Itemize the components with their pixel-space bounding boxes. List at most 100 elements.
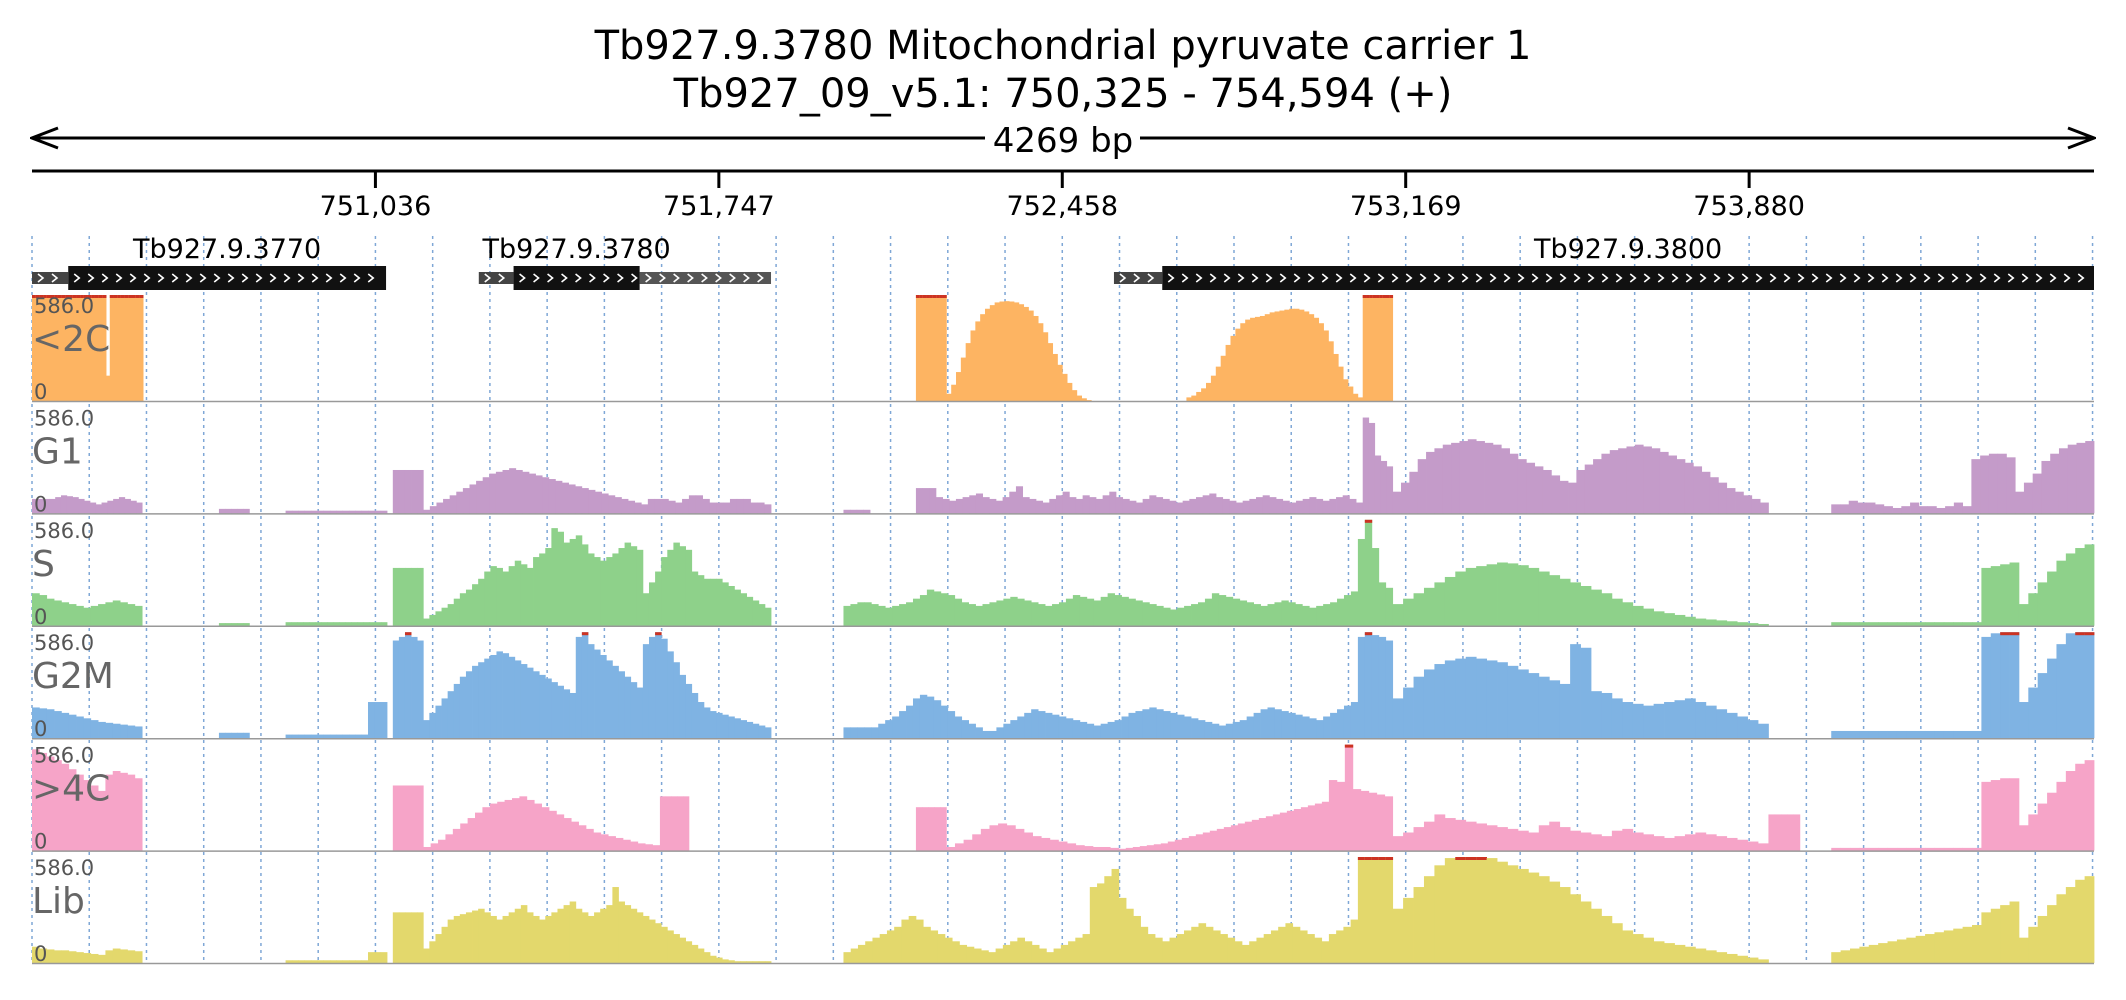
track-ymin-label: 0 (34, 605, 47, 629)
overflow-marker (54, 295, 59, 298)
coverage-bar (46, 598, 55, 626)
coverage-bar (1981, 912, 1992, 963)
coverage-bar (1049, 498, 1057, 514)
coverage-bar (1455, 658, 1467, 739)
coverage-bar (975, 605, 983, 626)
coverage-bar (2028, 687, 2039, 739)
coverage-bar (2047, 905, 2057, 963)
coverage-bar (764, 504, 772, 514)
coverage-bar (46, 295, 51, 401)
coverage-bar (1216, 828, 1225, 851)
coverage-bar (587, 644, 595, 739)
coverage-bar (1163, 607, 1171, 626)
coverage-bar (1962, 847, 1973, 851)
coverage-bar (615, 837, 624, 851)
coverage-bar (734, 961, 741, 963)
coverage-bar (1274, 311, 1280, 401)
gene-label: Tb927.9.3800 (1533, 234, 1722, 265)
coverage-bar (520, 564, 528, 626)
coverage-bar (1915, 730, 1926, 739)
coverage-bar (303, 622, 310, 626)
coverage-bar (1062, 373, 1068, 401)
coverage-bar (1170, 712, 1178, 739)
coverage-bar (1385, 587, 1394, 626)
coverage-bar (1024, 941, 1033, 963)
coverage-bar (1212, 930, 1221, 963)
coverage-bar (548, 479, 556, 514)
coverage-bar (966, 946, 975, 963)
coverage-bar (1003, 598, 1011, 626)
coverage-bar (2067, 444, 2077, 514)
coverage-bar (661, 557, 668, 626)
coverage-bar (940, 705, 949, 739)
coverage-bar (39, 595, 48, 626)
coverage-bar (1336, 497, 1344, 514)
coverage-bar (758, 961, 766, 963)
coverage-bar (1653, 941, 1665, 963)
coverage-bar (926, 589, 935, 626)
coverage-bar (1204, 721, 1213, 739)
coverage-bar (1735, 491, 1744, 514)
coverage-bar (398, 567, 406, 626)
coverage-bar (1709, 477, 1719, 514)
coverage-bar (2028, 814, 2039, 851)
coverage-bar (1451, 442, 1460, 514)
coverage-bar (508, 656, 516, 739)
coverage-bar (679, 937, 686, 963)
coverage-bar (1497, 662, 1508, 739)
coverage-bar (1109, 491, 1117, 514)
track-6: 586.0 0 Lib (32, 856, 2095, 966)
coverage-bar (622, 839, 631, 851)
coverage-bar (906, 602, 914, 626)
strand-arrow (1811, 273, 1819, 283)
coverage-bar (981, 950, 989, 963)
coverage-bar (475, 812, 483, 851)
strand-arrow (757, 273, 764, 283)
coverage-bar (857, 602, 865, 626)
coverage-bar (2065, 771, 2076, 851)
coverage-bar (1052, 353, 1058, 401)
coverage-bar (1089, 887, 1098, 963)
strand-arrow (1839, 273, 1847, 283)
overflow-marker (929, 295, 934, 298)
coverage-bar (237, 508, 244, 514)
coverage-bar (716, 712, 723, 739)
coverage-bar (1392, 698, 1404, 739)
track-ymin-label: 0 (34, 717, 47, 741)
coverage-bar (1323, 604, 1331, 626)
coverage-bar (32, 707, 40, 739)
coverage-bar (1526, 462, 1536, 514)
coverage-bar (90, 785, 99, 851)
coverage-bar (746, 721, 754, 739)
overflow-marker (87, 295, 92, 298)
strand-arrow (2049, 273, 2057, 283)
coverage-bar (923, 926, 931, 963)
coverage-bar (1990, 566, 2001, 626)
coverage-bar (1507, 563, 1519, 626)
coverage-bar (642, 593, 650, 626)
coverage-bar (1169, 500, 1177, 514)
coverage-bar (928, 807, 935, 851)
overflow-marker (926, 295, 930, 298)
overflow-marker (98, 295, 103, 298)
coverage-bar (1676, 459, 1686, 514)
coverage-bar (218, 732, 226, 739)
coverage-bar (1244, 821, 1253, 851)
coverage-bar (460, 823, 469, 851)
coverage-bar (1236, 502, 1244, 514)
coverage-bar (342, 960, 350, 963)
coverage-bar (764, 961, 772, 963)
coverage-bar (1038, 711, 1046, 739)
coverage-bar (1896, 939, 1907, 963)
coverage-bar (1590, 589, 1602, 626)
coverage-bar (1111, 868, 1120, 963)
coverage-bar (1455, 571, 1467, 626)
coverage-bar (291, 622, 298, 626)
coverage-bar (2037, 915, 2048, 963)
coverage-bar (601, 493, 609, 514)
coverage-bar (648, 582, 656, 626)
coverage-bar (1403, 687, 1414, 739)
coverage-bar (1139, 846, 1148, 851)
coverage-bar (2018, 604, 2029, 626)
